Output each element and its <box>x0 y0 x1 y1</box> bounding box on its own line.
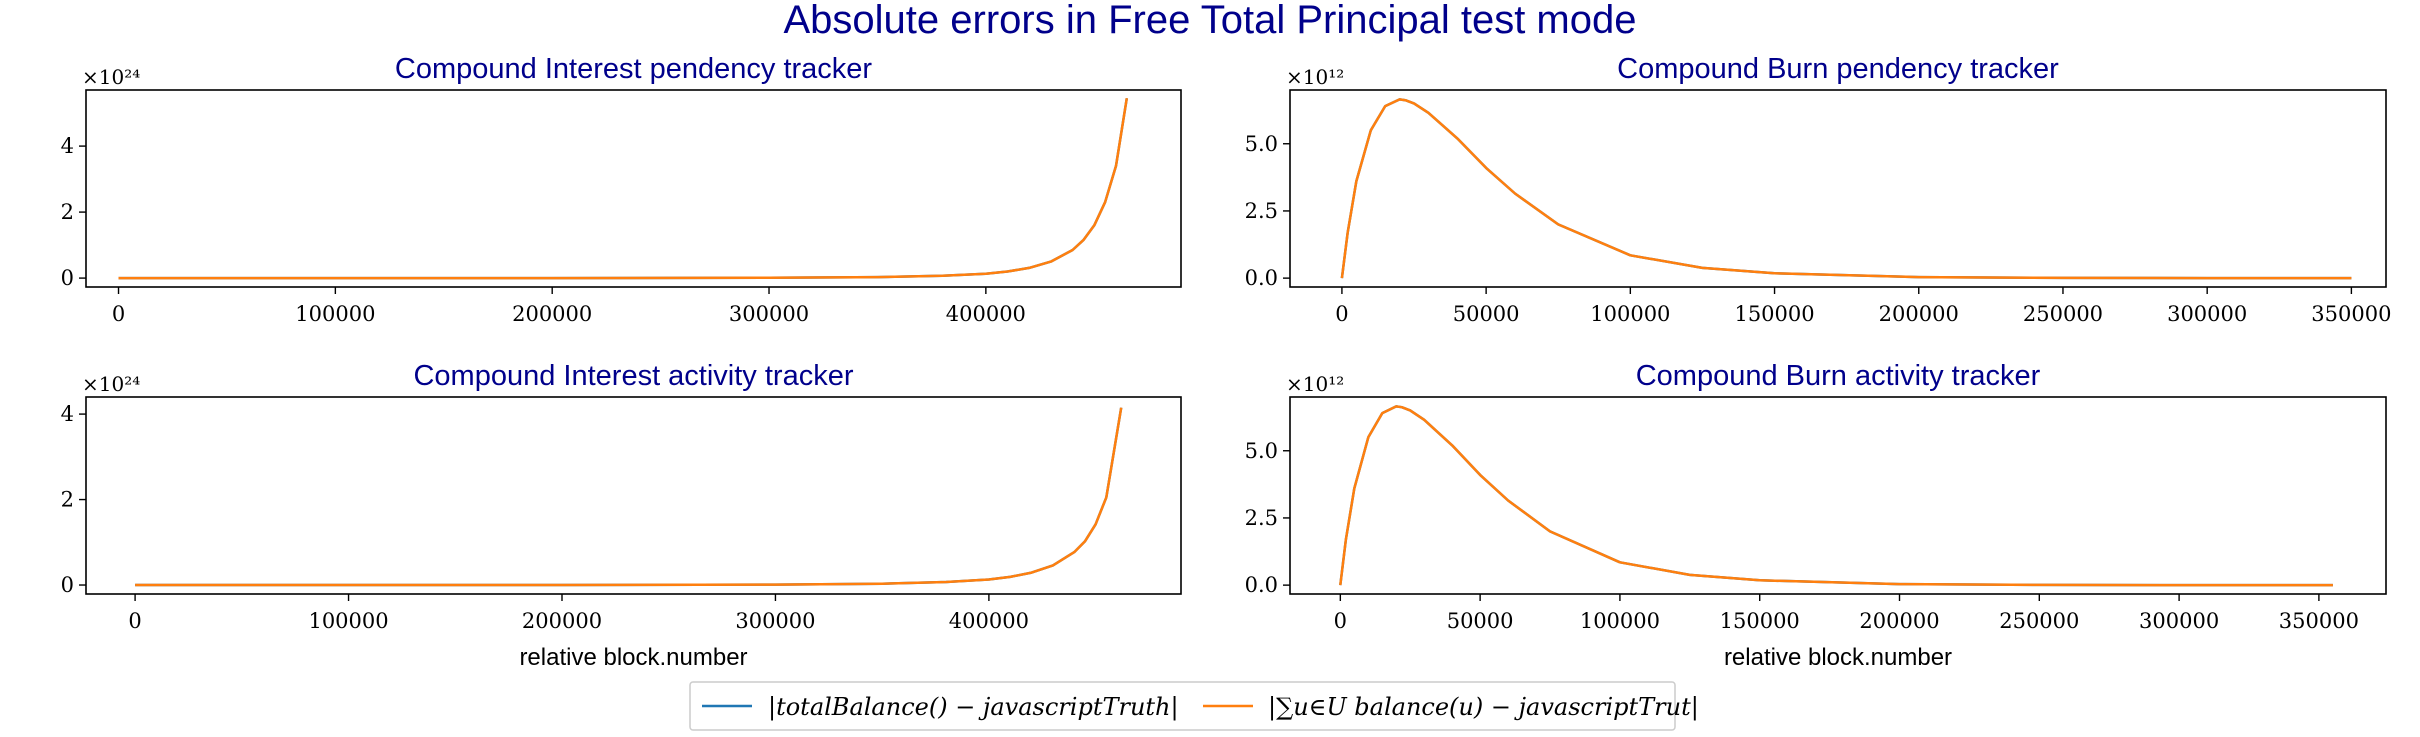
series-line-1 <box>1339 405 2333 587</box>
subplot-3: Compound Interest activity tracker 0 10000… <box>61 360 1182 671</box>
plot-frame <box>85 396 1182 595</box>
subplot-2: Compound Burn pendency tracker 0 50000 1000… <box>1245 53 2392 326</box>
figure-suptitle: Absolute errors in Free Total Principal … <box>784 0 1637 42</box>
x-tick-label: 200000 <box>1859 609 1939 633</box>
x-tick-label: 300000 <box>735 609 815 633</box>
series-line-2 <box>118 98 1129 280</box>
y-tick-label: 5.0 <box>1245 439 1278 463</box>
x-tick-label: 50000 <box>1447 609 1514 633</box>
subplot-4: Compound Burn activity tracker 0 50000 1000… <box>1245 360 2387 671</box>
plot-frame <box>1289 89 2387 288</box>
x-tick-label: 50000 <box>1453 302 1520 326</box>
x-tick-label: 300000 <box>2139 609 2219 633</box>
legend: |totalBalance() − javascriptTruth| |∑u∈U… <box>689 681 1699 731</box>
y-tick-label: 4 <box>61 402 74 426</box>
x-tick-label: 100000 <box>295 302 375 326</box>
x-tick-label: 200000 <box>1879 302 1959 326</box>
x-axis-label: relative block.number <box>1724 644 1952 671</box>
series-line-1 <box>135 407 1123 587</box>
y-offset-label: ×10²⁴ <box>82 372 140 396</box>
y-tick-label: 5.0 <box>1245 132 1278 156</box>
x-tick-label: 350000 <box>2279 609 2359 633</box>
y-tick-label: 0 <box>61 573 74 597</box>
y-offset-label: ×10¹² <box>1286 372 1344 396</box>
x-tick-label: 100000 <box>1580 609 1660 633</box>
x-tick-label: 150000 <box>1720 609 1800 633</box>
y-tick-label: 2 <box>61 200 74 224</box>
x-tick-label: 0 <box>128 609 141 633</box>
y-tick-label: 2.5 <box>1245 506 1278 530</box>
x-tick-label: 400000 <box>946 302 1026 326</box>
series-line-1 <box>1340 98 2352 280</box>
x-tick-label: 300000 <box>2167 302 2247 326</box>
y-offset-label: ×10¹² <box>1286 65 1344 89</box>
y-tick-label: 0 <box>61 266 74 290</box>
subplots: Compound Interest pendency tracker 0 10000… <box>61 53 2392 671</box>
plot-frame <box>1289 396 2387 595</box>
y-tick-label: 0.0 <box>1245 573 1278 597</box>
subplot-title: Compound Burn activity tracker <box>1636 360 2041 392</box>
y-tick-label: 2 <box>61 488 74 512</box>
y-offset-label: ×10²⁴ <box>82 65 140 89</box>
x-tick-label: 400000 <box>949 609 1029 633</box>
x-tick-label: 100000 <box>1590 302 1670 326</box>
legend-label-2: |∑u∈U balance(u) − javascriptTrut| <box>1268 693 1699 722</box>
x-tick-label: 350000 <box>2311 302 2391 326</box>
x-tick-label: 250000 <box>2023 302 2103 326</box>
x-tick-label: 0 <box>1335 302 1348 326</box>
legend-frame <box>689 681 1676 731</box>
y-tick-label: 4 <box>61 134 74 158</box>
x-tick-label: 300000 <box>729 302 809 326</box>
x-tick-label: 150000 <box>1734 302 1814 326</box>
series-line-1 <box>118 98 1129 280</box>
x-tick-label: 0 <box>112 302 125 326</box>
subplot-title: Compound Burn pendency tracker <box>1617 53 2059 85</box>
x-tick-label: 0 <box>1334 609 1347 633</box>
plot-frame <box>85 89 1182 288</box>
series-line-2 <box>1339 405 2333 587</box>
x-axis-label: relative block.number <box>519 644 747 671</box>
subplot-1: Compound Interest pendency tracker 0 10000… <box>61 53 1182 326</box>
subplot-title: Compound Interest activity tracker <box>413 360 853 392</box>
series-line-2 <box>1340 98 2352 280</box>
legend-label-1: |totalBalance() − javascriptTruth| <box>768 693 1179 722</box>
series-line-2 <box>135 407 1123 587</box>
x-tick-label: 200000 <box>512 302 592 326</box>
y-tick-label: 2.5 <box>1245 199 1278 223</box>
subplot-title: Compound Interest pendency tracker <box>395 53 872 85</box>
x-tick-label: 250000 <box>1999 609 2079 633</box>
x-tick-label: 100000 <box>308 609 388 633</box>
x-tick-label: 200000 <box>522 609 602 633</box>
y-tick-label: 0.0 <box>1245 266 1278 290</box>
